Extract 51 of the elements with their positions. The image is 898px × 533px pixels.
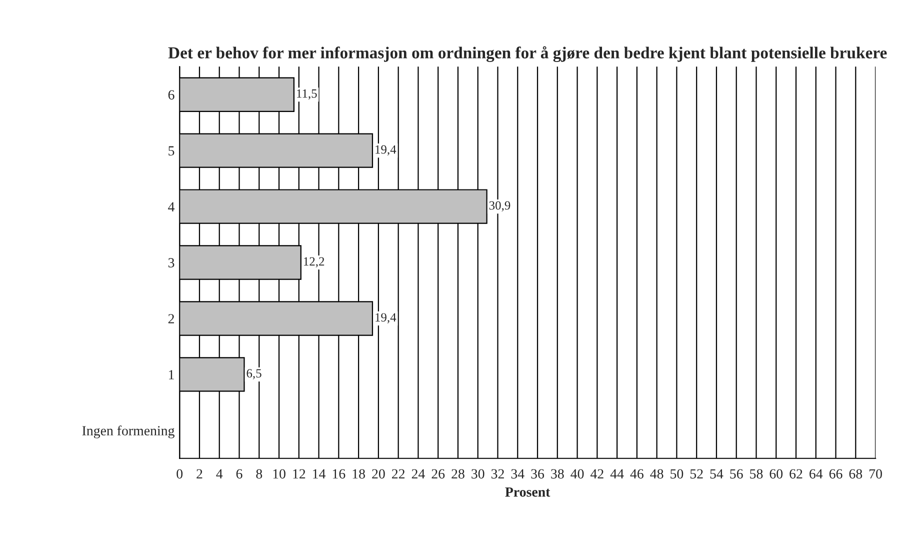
x-tick-label: 48: [650, 469, 664, 479]
x-tick-label: 6: [236, 469, 242, 479]
x-tick-label: 24: [412, 469, 425, 478]
x-tick-label: 10: [273, 469, 286, 479]
data-label: 11,5: [297, 89, 317, 100]
x-tick-label: 60: [770, 469, 783, 479]
x-tick-label: 66: [829, 469, 842, 479]
y-tick-label: Ingen formening: [82, 426, 174, 438]
y-tick-label: 3: [168, 258, 174, 268]
x-tick-label: 42: [590, 469, 604, 478]
y-tick-label: 4: [168, 202, 175, 212]
x-tick-label: 62: [790, 469, 802, 479]
x-tick-label: 12: [293, 469, 306, 478]
x-tick-label: 30: [472, 469, 484, 479]
x-tick-label: 32: [491, 469, 504, 479]
x-tick-label: 58: [750, 469, 763, 479]
x-tick-label: 18: [352, 469, 365, 479]
data-label: 12,2: [304, 257, 324, 268]
x-axis-title: Prosent: [505, 487, 550, 497]
data-label: 6,5: [246, 369, 262, 380]
x-tick-label: 44: [610, 469, 624, 478]
x-tick-label: 56: [730, 469, 743, 479]
x-tick-label: 8: [256, 469, 262, 479]
y-tick-label: 1: [169, 370, 174, 380]
x-tick-label: 36: [531, 469, 544, 479]
x-tick-label: 28: [452, 469, 464, 479]
x-tick-label: 4: [216, 469, 223, 478]
data-label: 19,4: [376, 145, 396, 156]
x-tick-label: 40: [570, 469, 584, 479]
x-tick-label: 20: [372, 469, 385, 479]
x-tick-label: 52: [690, 469, 703, 479]
x-tick-label: 68: [849, 469, 862, 479]
x-tick-label: 70: [870, 469, 882, 479]
y-tick-label: 6: [168, 90, 174, 100]
x-tick-label: 16: [332, 469, 346, 479]
x-tick-label: 14: [313, 469, 326, 478]
x-tick-label: 64: [810, 469, 823, 479]
chart-title: Det er behov for mer informasjon om ordningen for å gjøre den bedre kjent blant potensielle brukere: [168, 46, 887, 62]
x-tick-label: 26: [432, 469, 445, 479]
y-tick-label: 5: [168, 146, 174, 156]
x-tick-label: 34: [511, 469, 524, 479]
x-tick-label: 50: [670, 469, 684, 479]
x-tick-label: 0: [176, 469, 183, 479]
x-tick-label: 46: [630, 469, 644, 479]
x-tick-label: 38: [551, 469, 564, 479]
data-label: 30,9: [489, 201, 510, 212]
y-tick-label: 2: [168, 314, 174, 324]
x-tick-label: 54: [710, 469, 724, 479]
x-tick-label: 22: [392, 469, 405, 478]
x-tick-label: 2: [196, 469, 202, 478]
data-label: 19,4: [376, 313, 396, 324]
